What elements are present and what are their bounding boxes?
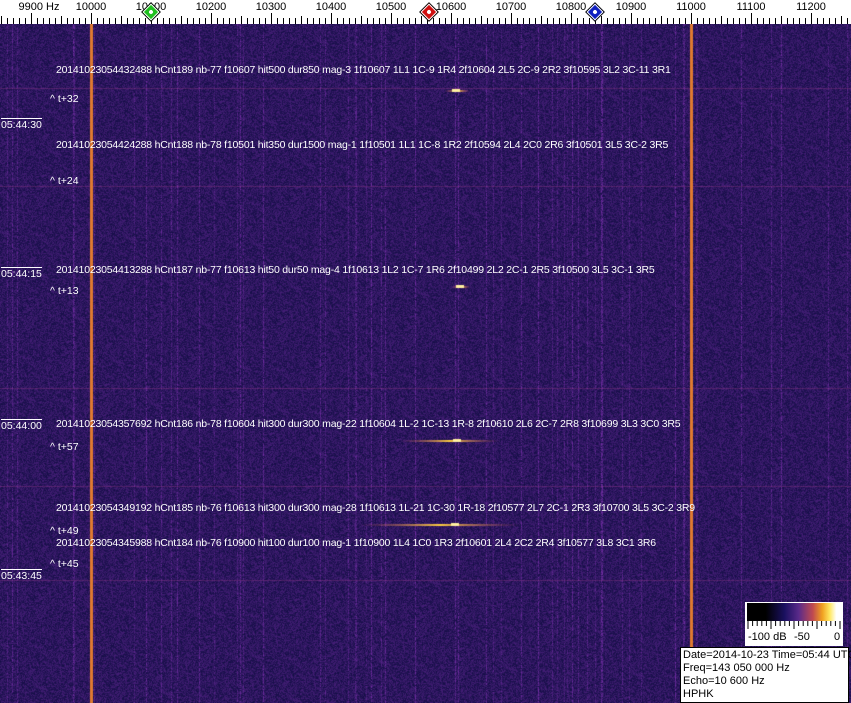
tick-label: 10000 xyxy=(75,1,107,13)
date-time: Date=2014-10-23 Time=05:44 UTC xyxy=(683,649,851,661)
axis-unit-label: 9900 Hz xyxy=(18,1,60,13)
event-line: 20141023054349192 hCnt185 nb-76 f10613 h… xyxy=(56,502,695,514)
tick-label: 10600 xyxy=(435,1,467,13)
colorbar-label: -50 xyxy=(794,631,810,643)
tick-label: 10400 xyxy=(315,1,347,13)
event-line: 20141023054345988 hCnt184 nb-76 f10900 h… xyxy=(56,537,656,549)
colorbar-label: -100 dB xyxy=(748,631,787,643)
colorbar xyxy=(747,603,841,621)
timestamp: 05:44:30 xyxy=(1,118,42,131)
event-offset: ^ t+24 xyxy=(50,175,79,187)
colorbar-legend: -100 dB -50 0 xyxy=(745,602,843,646)
info-box: Date=2014-10-23 Time=05:44 UTC Freq=143 … xyxy=(680,647,851,703)
event-line: 20141023054432488 hCnt189 nb-77 f10607 h… xyxy=(56,64,671,76)
event-offset: ^ t+13 xyxy=(50,285,79,297)
event-offset: ^ t+45 xyxy=(50,558,79,570)
tick-label: 10300 xyxy=(255,1,287,13)
event-line: 20141023054413288 hCnt187 nb-77 f10613 h… xyxy=(56,264,655,276)
timestamp: 05:43:45 xyxy=(1,569,42,582)
waterfall-display xyxy=(0,24,851,703)
frequency-ruler: 9900 Hz 10000 10100 10200 10300 10400 10… xyxy=(0,0,851,24)
tick-label: 11100 xyxy=(736,1,766,13)
event-line: 20141023054424288 hCnt188 nb-78 f10501 h… xyxy=(56,139,669,151)
timestamp: 05:44:00 xyxy=(1,419,42,432)
event-offset: ^ t+49 xyxy=(50,525,79,537)
colorbar-label: 0 xyxy=(834,631,841,643)
tick-label: 10500 xyxy=(375,1,407,13)
event-offset: ^ t+57 xyxy=(50,441,79,453)
event-line: 20141023054357692 hCnt186 nb-78 f10604 h… xyxy=(56,418,681,430)
tick-label: 10900 xyxy=(615,1,647,13)
tick-label: 11000 xyxy=(676,1,706,13)
frequency: Freq=143 050 000 Hz xyxy=(683,662,790,674)
tick-label: 10200 xyxy=(195,1,227,13)
timestamp: 05:44:15 xyxy=(1,267,42,280)
event-offset: ^ t+32 xyxy=(50,93,79,105)
echo-frequency: Echo=10 600 Hz xyxy=(683,675,765,687)
tick-label: 11200 xyxy=(796,1,826,13)
ruler-ticks xyxy=(1,13,848,24)
station-name: HPHK xyxy=(683,688,714,700)
tick-label: 10800 xyxy=(555,1,587,13)
colorbar-ticks xyxy=(747,621,841,629)
tick-label: 10700 xyxy=(495,1,527,13)
